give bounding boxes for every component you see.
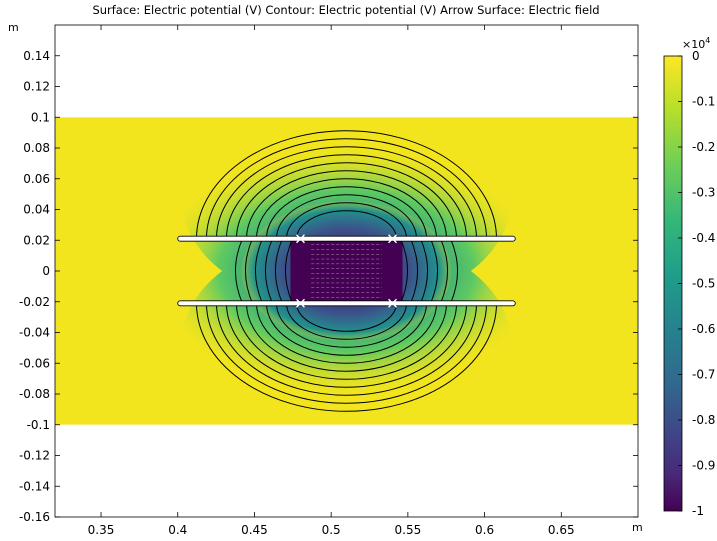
colorbar-tick-label: -0.5 <box>692 277 715 291</box>
y-tick-label: 0.12 <box>23 80 50 94</box>
contour-line-top <box>296 210 397 239</box>
contour-line-left <box>275 238 283 304</box>
y-tick-label: -0.12 <box>19 449 50 463</box>
contour-line-left <box>285 238 293 304</box>
x-axis-unit: m <box>632 521 643 534</box>
contour-line-top <box>276 194 417 239</box>
colorbar-tick-label: -0.7 <box>692 368 715 382</box>
contour-line-right <box>450 238 458 304</box>
contour-line-left <box>245 238 253 304</box>
y-tick-label: 0 <box>42 264 50 278</box>
y-axis: 0.14 0.12 0.1 0.08 0.06 0.04 0.02 0 -0.02 -0.04 -0… <box>19 49 638 524</box>
contour-line-bottom <box>206 303 487 404</box>
y-axis-unit: m <box>8 21 19 34</box>
colorbar-tick-label: -0.8 <box>692 413 715 427</box>
y-tick-label: 0.06 <box>23 172 50 186</box>
electric-field-arrows <box>311 244 382 298</box>
x-axis: 0.35 0.4 0.45 0.5 0.55 0.6 0.65 <box>88 25 575 537</box>
y-tick-label: 0.14 <box>23 49 50 63</box>
y-tick-label: -0.16 <box>19 510 50 524</box>
colorbar-tick-label: -0.3 <box>692 186 715 200</box>
colorbar-tick-label: -0.1 <box>692 95 715 109</box>
x-tick-label: 0.55 <box>395 523 422 537</box>
y-tick-label: 0.1 <box>31 110 50 124</box>
colorbar-tick-label: -0.4 <box>692 231 715 245</box>
contour-line-bottom <box>276 303 417 348</box>
contour-line-bottom <box>226 303 467 388</box>
x-tick-label: 0.4 <box>168 523 187 537</box>
x-tick-label: 0.45 <box>241 523 268 537</box>
contour-line-right <box>430 238 438 304</box>
y-tick-label: 0.04 <box>23 203 50 217</box>
y-tick-label: 0.02 <box>23 233 50 247</box>
colorbar-tick-label: -1 <box>692 504 704 518</box>
contour-line-top <box>286 202 407 239</box>
contour-line-top <box>216 146 477 239</box>
contour-line-bottom <box>296 303 397 332</box>
contour-line-top <box>256 178 437 239</box>
contour-line-top <box>196 130 497 239</box>
y-tick-label: -0.08 <box>19 387 50 401</box>
contour-line-bottom <box>236 303 457 380</box>
contour-line-right <box>400 238 408 304</box>
y-tick-label: -0.14 <box>19 479 50 493</box>
colorbar-multiplier: ×104 <box>682 36 710 51</box>
contour-line-left <box>235 238 243 304</box>
contour-line-top <box>226 154 467 239</box>
x-tick-label: 0.35 <box>88 523 115 537</box>
contour-line-right <box>440 238 448 304</box>
colorbar-tick-label: 0 <box>692 49 700 63</box>
contour-line-top <box>236 162 457 239</box>
contour-line-bottom <box>196 303 497 412</box>
contour-line-bottom <box>266 303 427 356</box>
y-tick-label: -0.04 <box>19 326 50 340</box>
potential-contours <box>196 130 497 412</box>
colorbar-ticks: 0 -0.1 -0.2 -0.3 -0.4 -0.5 -0.6 -0.7 -0.8 -0.9 -1 <box>678 49 715 518</box>
contour-line-right <box>420 238 428 304</box>
y-tick-label: -0.02 <box>19 295 50 309</box>
x-tick-label: 0.65 <box>548 523 575 537</box>
electrode-tip <box>295 234 305 244</box>
colorbar: ×104 0 -0.1 -0.2 -0.3 -0.4 -0.5 -0.6 -0.7 -0.8 -0… <box>663 36 715 518</box>
contour-line-left <box>265 238 273 304</box>
contour-line-top <box>206 138 487 239</box>
contour-line-top <box>246 170 447 239</box>
contour-line-bottom <box>216 303 477 396</box>
chart-title: Surface: Electric potential (V) Contour:… <box>92 3 599 17</box>
contour-line-right <box>410 238 418 304</box>
plates <box>177 234 516 308</box>
contour-line-top <box>266 186 427 239</box>
colorbar-tick-label: -0.2 <box>692 140 715 154</box>
electrode-tip <box>388 234 398 244</box>
contour-line-left <box>255 238 263 304</box>
y-tick-label: -0.1 <box>27 418 50 432</box>
x-tick-label: 0.6 <box>475 523 494 537</box>
y-tick-label: -0.06 <box>19 356 50 370</box>
y-tick-label: 0.08 <box>23 141 50 155</box>
colorbar-tick-label: -0.6 <box>692 322 715 336</box>
potential-surface <box>55 117 638 425</box>
electrode-tip <box>295 298 305 308</box>
contour-line-bottom <box>286 303 407 340</box>
colorbar-tick-label: -0.9 <box>692 459 715 473</box>
uniform-field-region <box>290 238 403 304</box>
contour-line-bottom <box>246 303 447 372</box>
contour-line-bottom <box>256 303 437 364</box>
x-tick-label: 0.5 <box>322 523 341 537</box>
electrode-tip <box>388 298 398 308</box>
